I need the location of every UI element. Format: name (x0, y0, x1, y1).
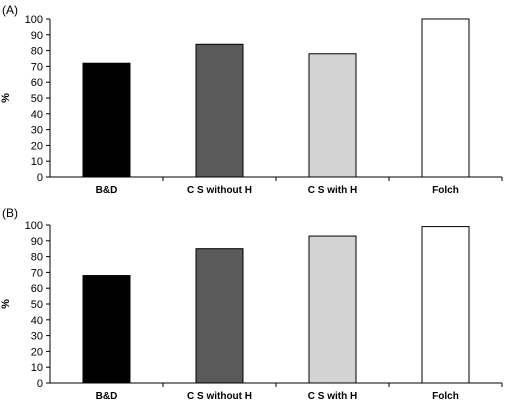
y-tick-label-b-20: 20 (31, 346, 43, 358)
y-tick-label-b-0: 0 (37, 378, 43, 390)
y-tick-label-b-70: 70 (31, 267, 43, 279)
chart-panel-a: (A)% 0 10 20 30 40 50 60 70 80 90 100 B&D C S without… (0, 3, 503, 196)
y-tick-label-a-10: 10 (31, 156, 43, 168)
bar-a-0 (82, 62, 131, 178)
chart-panel-b: (B)% 0 10 20 30 40 50 60 70 80 90 100 B&D C S without… (0, 206, 503, 402)
y-tick-label-a-20: 20 (31, 140, 43, 152)
y-tick-label-b-30: 30 (31, 331, 43, 343)
category-label-a-0: B&D (96, 185, 118, 196)
y-tick-label-b-80: 80 (31, 252, 43, 264)
y-tick-label-a-60: 60 (31, 77, 43, 89)
category-label-b-3: Folch (432, 391, 459, 402)
y-tick-label-a-100: 100 (25, 14, 43, 26)
y-tick-label-a-50: 50 (31, 93, 43, 105)
y-tick-label-a-30: 30 (31, 125, 43, 137)
y-tick-label-a-0: 0 (37, 172, 43, 184)
category-label-a-2: C S with H (308, 185, 357, 196)
y-tick-label-a-40: 40 (31, 109, 43, 121)
bar-b-3 (421, 226, 470, 384)
y-tick-label-b-100: 100 (25, 220, 43, 232)
bar-b-0 (82, 275, 131, 384)
bar-a-1 (195, 43, 244, 178)
y-tick-label-a-90: 90 (31, 30, 43, 42)
y-tick-label-b-60: 60 (31, 283, 43, 295)
y-axis-label-a: % (0, 93, 12, 103)
bar-a-3 (421, 18, 470, 178)
y-tick-label-b-10: 10 (31, 362, 43, 374)
category-label-b-1: C S without H (187, 391, 252, 402)
y-tick-label-a-80: 80 (31, 46, 43, 58)
bar-b-2 (308, 235, 357, 384)
y-tick-label-b-50: 50 (31, 299, 43, 311)
y-tick-label-b-90: 90 (31, 236, 43, 248)
bar-b-1 (195, 248, 244, 384)
bar-a-2 (308, 53, 357, 178)
y-tick-label-b-40: 40 (31, 315, 43, 327)
category-label-b-2: C S with H (308, 391, 357, 402)
category-label-a-3: Folch (432, 185, 459, 196)
category-label-b-0: B&D (96, 391, 118, 402)
category-label-a-1: C S without H (187, 185, 252, 196)
panel-label-b: (B) (2, 206, 18, 220)
panel-label-a: (A) (2, 3, 18, 17)
y-axis-label-b: % (0, 299, 12, 309)
y-tick-label-a-70: 70 (31, 61, 43, 73)
